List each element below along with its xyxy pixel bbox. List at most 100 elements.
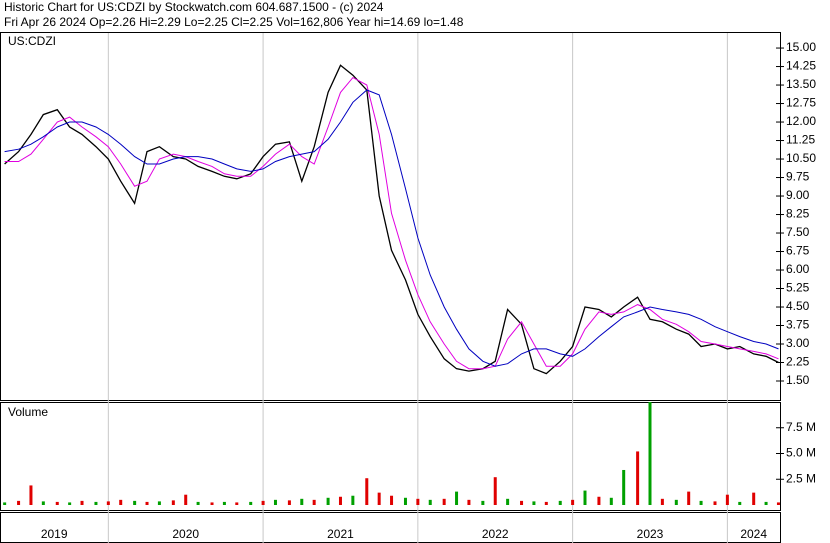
y-tick-label: 10.50	[786, 151, 816, 165]
volume-bar	[442, 498, 446, 505]
volume-bar	[713, 501, 717, 505]
volume-bar	[235, 502, 239, 505]
y-tick-label: 6.75	[786, 244, 810, 258]
volume-bar	[776, 502, 780, 505]
y-tick-label: 11.25	[786, 133, 815, 147]
volume-bar	[455, 491, 459, 505]
price-line	[4, 64, 779, 375]
volume-bar	[467, 499, 471, 505]
volume-bar	[622, 469, 626, 505]
volume-bar	[583, 490, 587, 505]
volume-bar	[351, 495, 355, 505]
volume-bar	[80, 500, 84, 505]
price-line	[4, 89, 779, 367]
x-tick-label: 2021	[327, 527, 354, 541]
volume-bar	[249, 501, 253, 505]
volume-bar	[210, 502, 214, 505]
volume-bar	[597, 496, 601, 505]
y-tick-label: 5.0 M	[786, 446, 816, 460]
volume-bar	[196, 501, 200, 505]
x-tick-label: 2022	[482, 527, 509, 541]
volume-bar	[571, 499, 575, 505]
volume-bar	[377, 492, 381, 505]
volume-bar	[106, 501, 110, 505]
y-tick-label: 8.25	[786, 207, 810, 221]
volume-bar	[390, 495, 394, 505]
y-tick-label: 13.50	[786, 77, 816, 91]
volume-bar	[544, 501, 548, 505]
y-tick-label: 2.25	[786, 355, 810, 369]
y-tick-label: 6.00	[786, 262, 810, 276]
y-tick-label: 7.5 M	[786, 420, 816, 434]
y-tick-label: 7.50	[786, 225, 810, 239]
volume-bar	[506, 498, 510, 505]
volume-bar	[660, 498, 664, 505]
y-tick-label: 1.50	[786, 373, 810, 387]
volume-bar	[41, 501, 45, 505]
x-tick-label: 2019	[41, 527, 68, 541]
volume-bar	[312, 499, 316, 505]
volume-bar	[699, 500, 703, 505]
volume-bar	[287, 500, 291, 505]
volume-bar	[300, 498, 304, 505]
volume-bar	[365, 478, 369, 505]
volume-bar	[674, 499, 678, 505]
volume-bar	[558, 500, 562, 505]
volume-bar	[764, 501, 768, 505]
volume-bar	[184, 494, 188, 505]
volume-bar	[222, 501, 226, 505]
chart-header: Historic Chart for US:CDZI by Stockwatch…	[4, 0, 384, 14]
symbol-label: US:CDZI	[8, 34, 56, 48]
volume-bar	[3, 502, 7, 505]
price-line	[4, 76, 779, 370]
volume-bar	[687, 491, 691, 505]
y-tick-label: 2.5 M	[786, 471, 816, 485]
y-tick-label: 9.75	[786, 170, 810, 184]
volume-bar	[481, 500, 485, 505]
x-tick-label: 2023	[637, 527, 664, 541]
y-tick-label: 3.00	[786, 336, 810, 350]
y-tick-label: 9.00	[786, 188, 810, 202]
quote-line: Fri Apr 26 2024 Op=2.26 Hi=2.29 Lo=2.25 …	[4, 15, 464, 29]
volume-bar	[636, 451, 640, 505]
volume-bar	[17, 500, 21, 505]
y-tick-label: 12.00	[786, 114, 816, 128]
x-tick-label: 2024	[740, 527, 767, 541]
volume-bar	[133, 500, 137, 505]
volume-bar	[273, 499, 277, 505]
volume-panel	[0, 402, 781, 511]
volume-label: Volume	[8, 405, 48, 419]
volume-bar	[738, 501, 742, 505]
x-tick-label: 2020	[172, 527, 199, 541]
volume-bar	[752, 492, 756, 505]
volume-bar	[55, 501, 59, 505]
y-tick-label: 3.75	[786, 318, 810, 332]
volume-bar	[119, 499, 123, 505]
volume-bar	[520, 500, 524, 505]
volume-bar	[145, 501, 149, 505]
volume-bar	[68, 502, 72, 505]
price-panel	[0, 32, 781, 401]
volume-bar	[94, 501, 98, 505]
volume-bar	[171, 500, 175, 505]
volume-bar	[725, 494, 729, 505]
volume-bar	[338, 496, 342, 505]
volume-bar	[403, 497, 407, 505]
y-tick-label: 14.25	[786, 59, 816, 73]
y-tick-label: 5.25	[786, 281, 810, 295]
volume-bar	[493, 477, 497, 505]
volume-bar	[29, 485, 33, 505]
y-tick-label: 15.00	[786, 40, 816, 54]
volume-bar	[261, 500, 265, 505]
y-tick-label: 12.75	[786, 96, 816, 110]
volume-bar	[648, 402, 652, 505]
volume-bar	[416, 498, 420, 505]
volume-bar	[157, 501, 161, 505]
volume-bar	[428, 499, 432, 505]
volume-bar	[326, 497, 330, 505]
y-tick-label: 4.50	[786, 299, 810, 313]
volume-bar	[532, 501, 536, 505]
volume-bar	[609, 497, 613, 505]
